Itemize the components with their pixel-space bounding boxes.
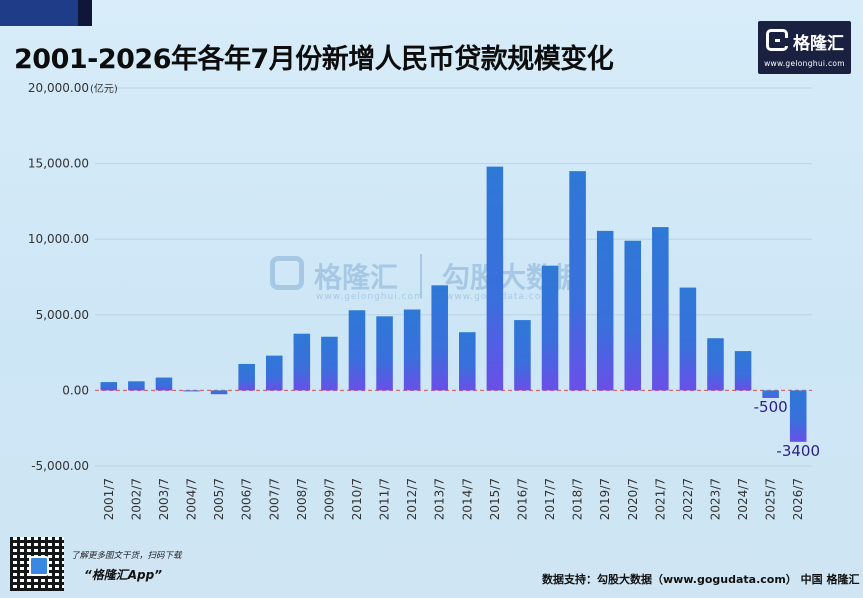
bar [348, 310, 366, 391]
bar [183, 390, 200, 392]
bar [652, 227, 669, 391]
bar [376, 316, 393, 391]
y-tick-label: 10,000.00 [28, 232, 89, 246]
brand-logo[interactable]: 格隆汇 www.gelonghui.com [758, 21, 851, 74]
x-tick-label: 2021/7 [653, 478, 667, 520]
x-tick-label: 2002/7 [129, 478, 143, 520]
x-tick-label: 2001/7 [102, 478, 116, 520]
x-tick-label: 2004/7 [185, 478, 199, 520]
x-tick-label: 2012/7 [405, 478, 419, 520]
bar [238, 363, 255, 391]
bar [486, 166, 504, 391]
footer-tip: 了解更多图文干货，扫码下载 [71, 551, 182, 561]
y-tick-label: 15,000.00 [28, 157, 89, 171]
bar [265, 355, 283, 391]
x-tick-label: 2011/7 [378, 478, 392, 520]
bar [100, 382, 118, 391]
x-tick-label: 2020/7 [626, 478, 640, 520]
bar [762, 390, 779, 398]
bar [210, 390, 228, 395]
bar [128, 381, 145, 391]
y-tick-label: -5,000.00 [31, 459, 89, 473]
x-tick-label: 2025/7 [764, 478, 778, 520]
x-tick-label: 2018/7 [571, 478, 585, 520]
x-tick-label: 2022/7 [681, 478, 695, 520]
bar [541, 265, 559, 391]
x-tick-label: 2003/7 [157, 478, 171, 520]
footer-app-name: “格隆汇App” [84, 568, 162, 582]
y-tick-label: 20,000.00 [28, 81, 89, 95]
qr-code[interactable] [10, 537, 64, 591]
corner-accent-dark [0, 0, 78, 26]
x-tick-label: 2026/7 [791, 478, 805, 520]
y-tick-label: 0.00 [62, 383, 89, 397]
bar [596, 230, 614, 391]
x-tick-label: 2017/7 [543, 478, 557, 520]
chart-area: -5,000.00 0.00 5,000.00 10,000.00 15,000.00 2… [0, 78, 863, 542]
brand-name: 格隆汇 [793, 34, 844, 54]
x-tick-label: 2009/7 [322, 478, 336, 520]
bar [155, 377, 173, 391]
data-label: -3400 [776, 442, 820, 460]
x-tick-label: 2015/7 [488, 478, 502, 520]
y-tick-label: 5,000.00 [36, 308, 89, 322]
qr-logo-icon [29, 556, 49, 576]
x-tick-label: 2007/7 [267, 478, 281, 520]
x-tick-label: 2008/7 [295, 478, 309, 520]
data-label: -500 [754, 398, 788, 416]
brand-url: www.gelonghui.com [764, 59, 845, 68]
gelonghui-logo-icon [766, 29, 788, 51]
footer-source: 数据支持：勾股大数据（www.gogudata.com） 中国 格隆汇 [542, 573, 860, 586]
bar [679, 287, 697, 391]
bar-chart: -5,000.00 0.00 5,000.00 10,000.00 15,000.00 2… [28, 81, 820, 520]
bar [734, 351, 752, 391]
bar [403, 309, 421, 391]
x-tick-label: 2019/7 [598, 478, 612, 520]
chart-title: 2001-2026年各年7月份新增人民币贷款规模变化 [14, 44, 614, 75]
x-tick-label: 2010/7 [350, 478, 364, 520]
bar [569, 171, 586, 391]
corner-accent-light [78, 0, 92, 26]
bar [514, 320, 531, 391]
bar [459, 332, 476, 391]
x-tick-label: 2005/7 [212, 478, 226, 520]
x-tick-label: 2013/7 [433, 478, 447, 520]
bar [624, 240, 642, 391]
x-tick-label: 2024/7 [736, 478, 750, 520]
x-tick-label: 2014/7 [460, 478, 474, 520]
bar [789, 390, 807, 442]
bar [707, 338, 724, 391]
y-unit-label: (亿元) [90, 82, 118, 95]
bar [431, 285, 448, 391]
bar [293, 333, 311, 391]
bar [321, 336, 338, 391]
x-tick-label: 2006/7 [240, 478, 254, 520]
x-tick-label: 2016/7 [515, 478, 529, 520]
x-tick-label: 2023/7 [708, 478, 722, 520]
corner-accent [0, 0, 92, 26]
